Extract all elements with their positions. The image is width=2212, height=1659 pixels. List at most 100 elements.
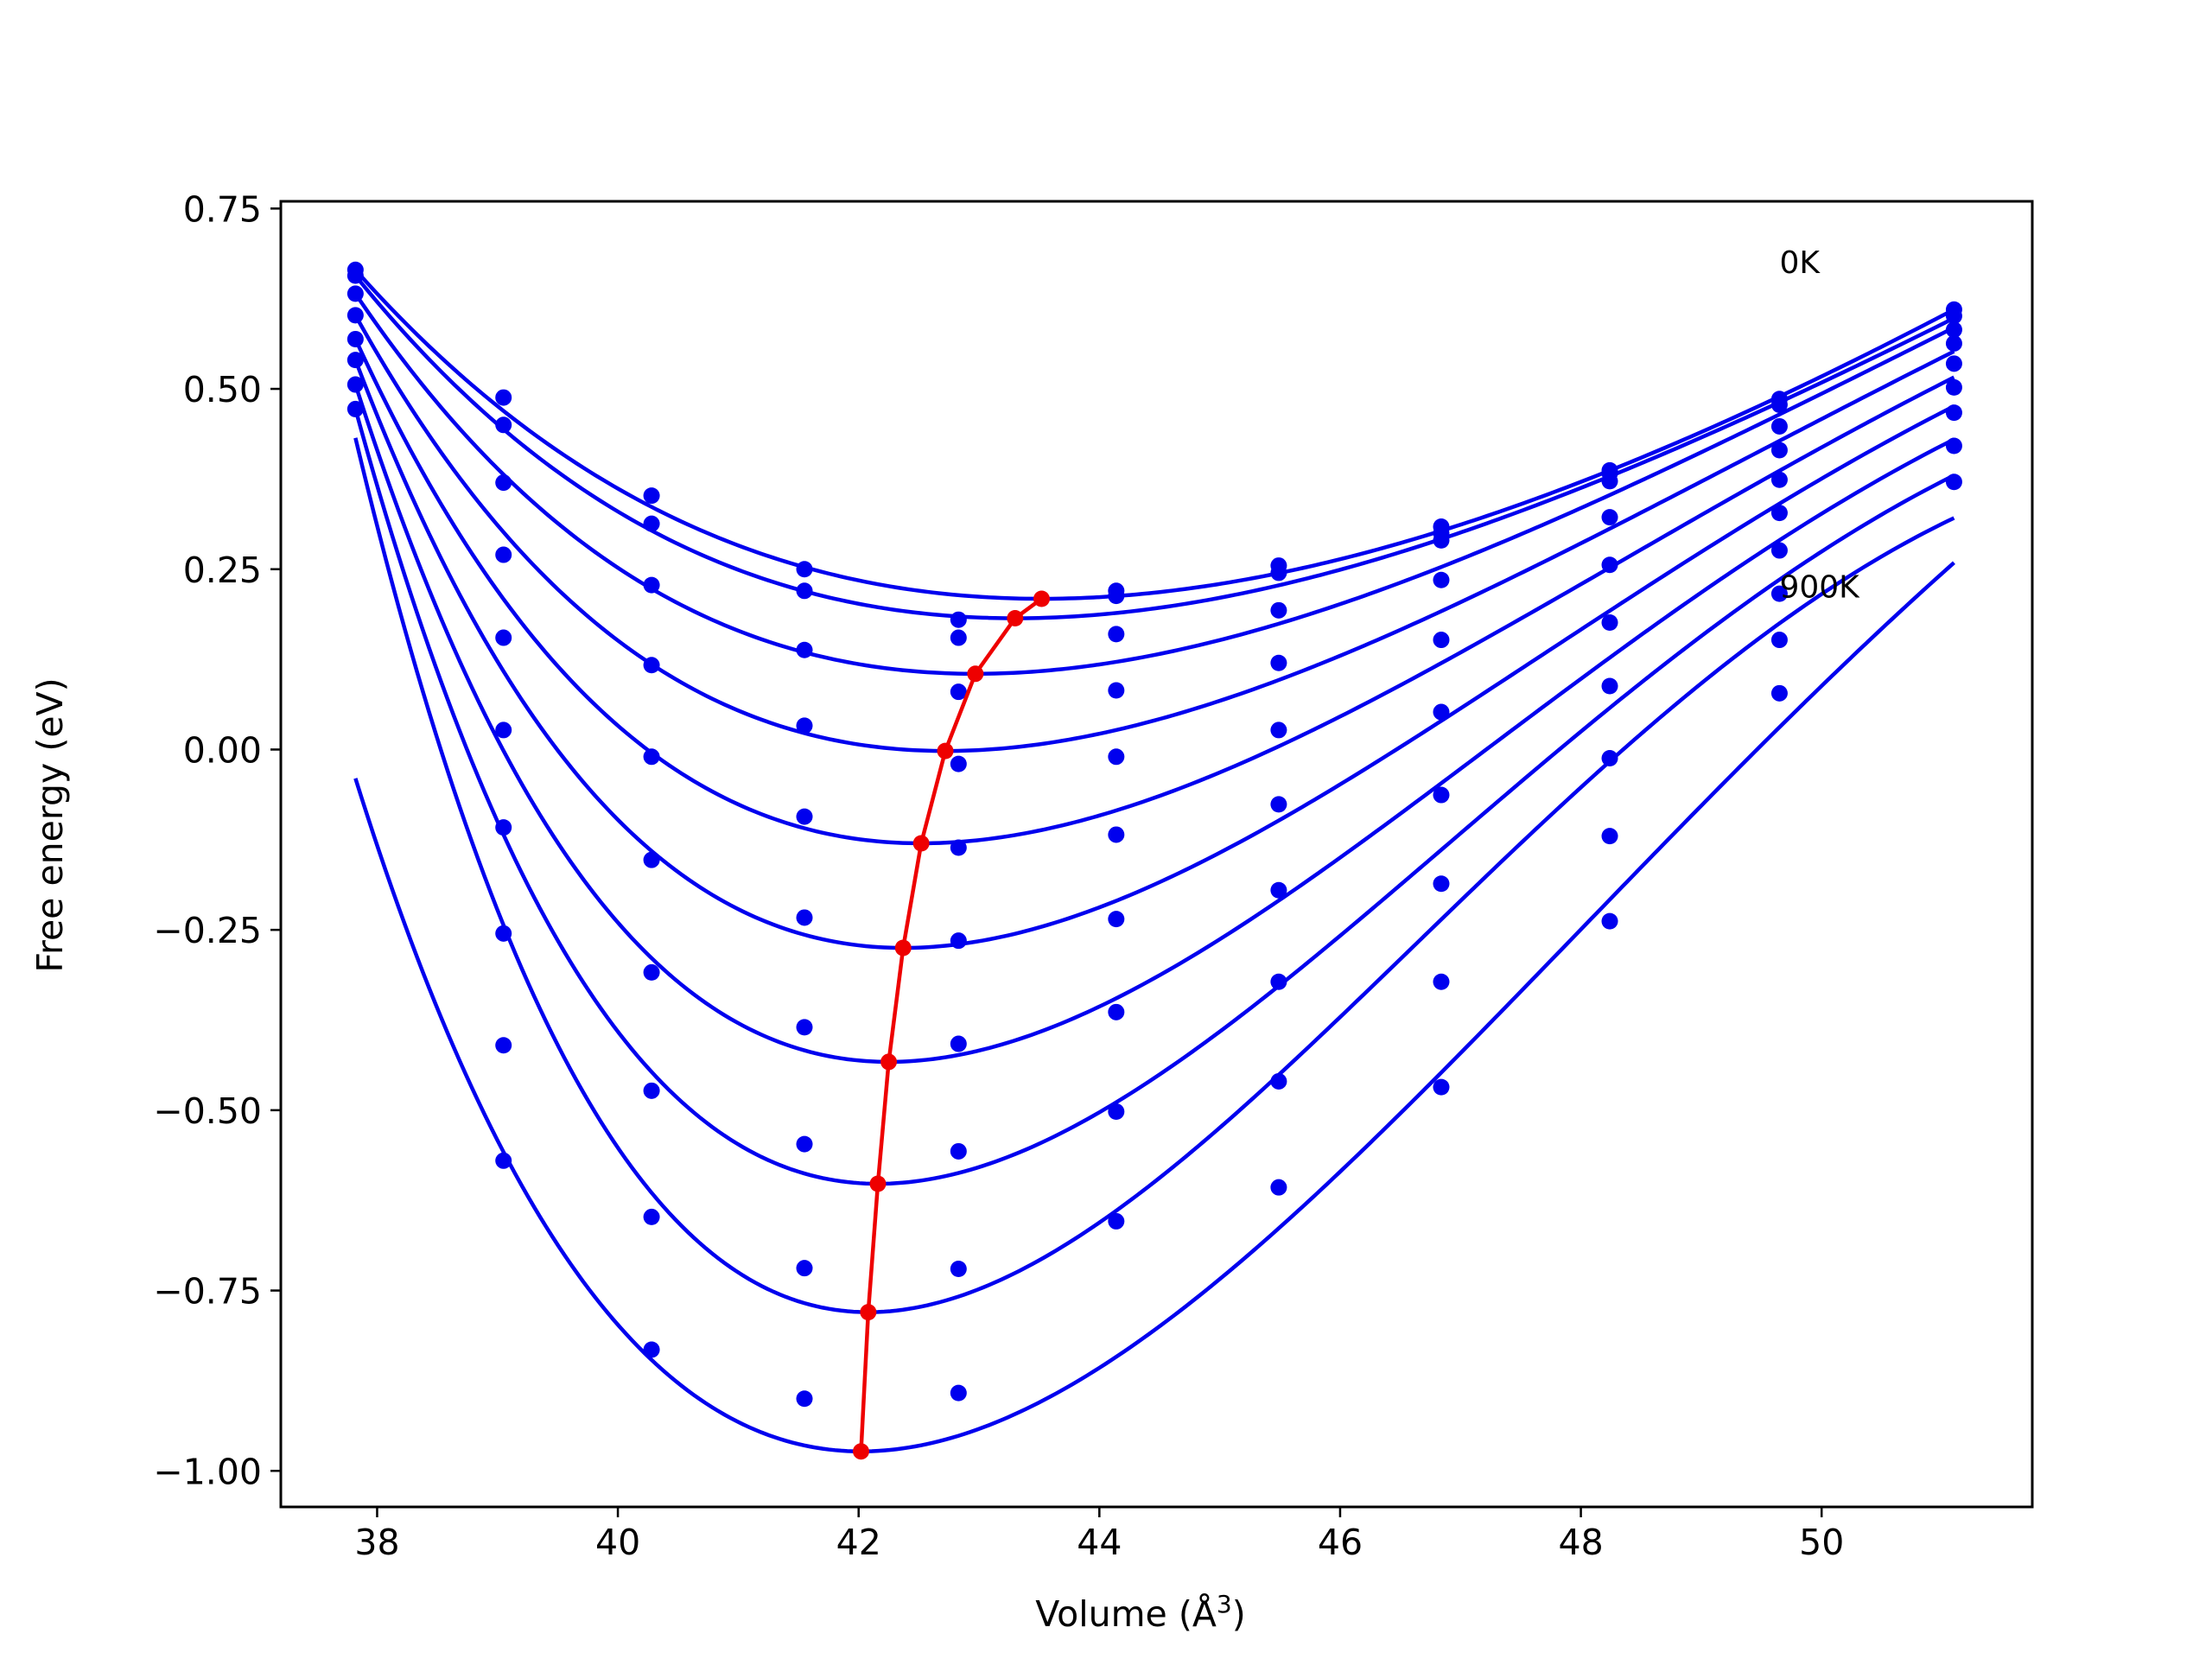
fit-curve-8	[353, 437, 1955, 1314]
y-tick-label: −1.00	[153, 1451, 262, 1492]
data-point	[796, 717, 813, 734]
data-point	[1270, 654, 1287, 671]
fit-curve-0	[353, 268, 1955, 601]
y-tick-label: 0.00	[183, 729, 262, 771]
data-point	[1945, 355, 1962, 372]
x-axis-label: Volume (Å3)	[1035, 1590, 1245, 1635]
data-point	[1108, 588, 1125, 605]
minimum-line-layer	[852, 590, 1050, 1460]
data-point	[346, 376, 364, 393]
minimum-point	[967, 665, 984, 683]
plot-frame	[279, 200, 2034, 1509]
data-point	[950, 1035, 967, 1052]
data-point	[1108, 1003, 1125, 1020]
data-point	[950, 1142, 967, 1160]
data-point	[495, 474, 512, 492]
data-point	[495, 1152, 512, 1169]
y-tick-label: 0.25	[183, 550, 262, 591]
data-point	[643, 748, 660, 766]
x-axis-label-superscript: 3	[1217, 1590, 1232, 1618]
data-point	[1108, 1103, 1125, 1121]
x-axis-label-text: Volume (Å	[1035, 1593, 1217, 1635]
data-point	[1770, 542, 1788, 559]
minimum-point	[880, 1053, 898, 1071]
data-point	[643, 1208, 660, 1225]
data-point	[1108, 1212, 1125, 1230]
data-point	[1945, 474, 1962, 491]
minimum-energy-line	[859, 597, 1043, 1452]
data-point	[495, 389, 512, 406]
data-point	[1108, 682, 1125, 699]
data-point	[1601, 509, 1618, 526]
data-point	[1945, 334, 1962, 352]
y-axis-label: Free energy (eV)	[29, 677, 71, 972]
data-point	[1945, 308, 1962, 325]
data-point	[1601, 828, 1618, 845]
minimum-point	[894, 939, 912, 957]
data-point	[1270, 796, 1287, 813]
data-point	[1770, 684, 1788, 702]
data-point	[950, 1384, 967, 1402]
data-point	[1433, 703, 1450, 721]
data-point	[643, 487, 660, 505]
data-point	[1270, 721, 1287, 739]
data-point	[1270, 564, 1287, 582]
minimum-point	[869, 1175, 887, 1192]
data-point	[1270, 1072, 1287, 1090]
data-point	[495, 721, 512, 739]
data-point	[346, 267, 364, 284]
fit-curve-2	[353, 292, 1955, 677]
data-point	[1770, 442, 1788, 459]
data-point	[1270, 881, 1287, 899]
data-point	[1433, 786, 1450, 804]
data-point	[643, 657, 660, 674]
fit-curve-5	[353, 359, 1955, 950]
data-point	[1601, 749, 1618, 766]
x-tick-label: 48	[1558, 1522, 1603, 1563]
data-point	[643, 576, 660, 594]
data-point	[346, 352, 364, 369]
fit-curve-1	[353, 274, 1955, 620]
y-tick-label: −0.25	[153, 910, 262, 951]
data-point	[1601, 473, 1618, 490]
temperature-annotation: 900K	[1779, 570, 1860, 606]
minimum-point	[1033, 590, 1050, 607]
x-tick-label: 46	[1318, 1522, 1363, 1563]
data-point	[796, 561, 813, 578]
data-point	[796, 641, 813, 658]
data-point	[1433, 973, 1450, 990]
data-point	[950, 755, 967, 772]
curves-layer	[353, 268, 1955, 1453]
data-point	[796, 1390, 813, 1408]
data-point	[346, 400, 364, 417]
data-point	[495, 1037, 512, 1054]
data-point	[643, 963, 660, 981]
data-point	[1270, 973, 1287, 990]
data-point	[796, 1260, 813, 1277]
data-point	[643, 1341, 660, 1358]
data-point	[1108, 626, 1125, 643]
minimum-point	[852, 1443, 869, 1460]
data-point	[1433, 571, 1450, 588]
data-point	[495, 819, 512, 836]
fit-curve-7	[353, 408, 1955, 1186]
data-point	[1770, 471, 1788, 488]
annotations-layer: 0K 900K	[1779, 245, 1860, 606]
fit-curve-4	[353, 338, 1955, 846]
y-tick-label: −0.75	[153, 1271, 262, 1313]
data-point	[1770, 396, 1788, 413]
data-point	[346, 285, 364, 302]
data-point	[1108, 748, 1125, 766]
data-point	[1601, 614, 1618, 632]
data-point	[1601, 677, 1618, 695]
data-point	[643, 515, 660, 532]
x-axis-label-suffix: )	[1232, 1593, 1246, 1635]
y-tick-label: 0.50	[183, 369, 262, 410]
data-point	[1770, 505, 1788, 522]
x-tick-label: 50	[1799, 1522, 1844, 1563]
data-point	[950, 839, 967, 856]
data-point	[796, 808, 813, 825]
data-point	[796, 1135, 813, 1153]
data-point	[1770, 632, 1788, 649]
